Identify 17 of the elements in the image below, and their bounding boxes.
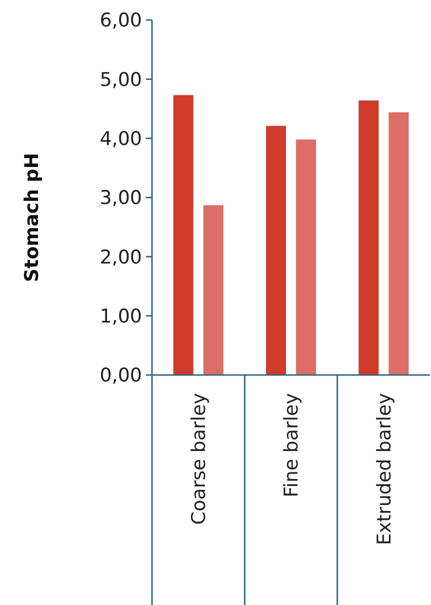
bar	[388, 112, 409, 375]
bar	[358, 100, 379, 375]
y-tick-label: 1,00	[100, 305, 142, 328]
y-tick-label: 4,00	[100, 128, 142, 150]
x-tick-label: Fine barley	[280, 393, 303, 498]
y-tick-label: 3,00	[100, 187, 142, 210]
y-tick-label: 6,00	[100, 10, 142, 32]
x-tick-label: Coarse barley	[188, 393, 210, 525]
bar	[173, 95, 194, 375]
x-tick-label: Extruded barley	[373, 393, 396, 546]
y-tick-label: 5,00	[100, 68, 142, 91]
y-tick-label: 0,00	[100, 364, 142, 387]
y-axis-title: Stomach pH	[21, 152, 43, 282]
bar	[296, 140, 316, 375]
y-tick-label: 2,00	[100, 246, 142, 268]
bar	[203, 205, 224, 375]
bar	[266, 126, 286, 375]
